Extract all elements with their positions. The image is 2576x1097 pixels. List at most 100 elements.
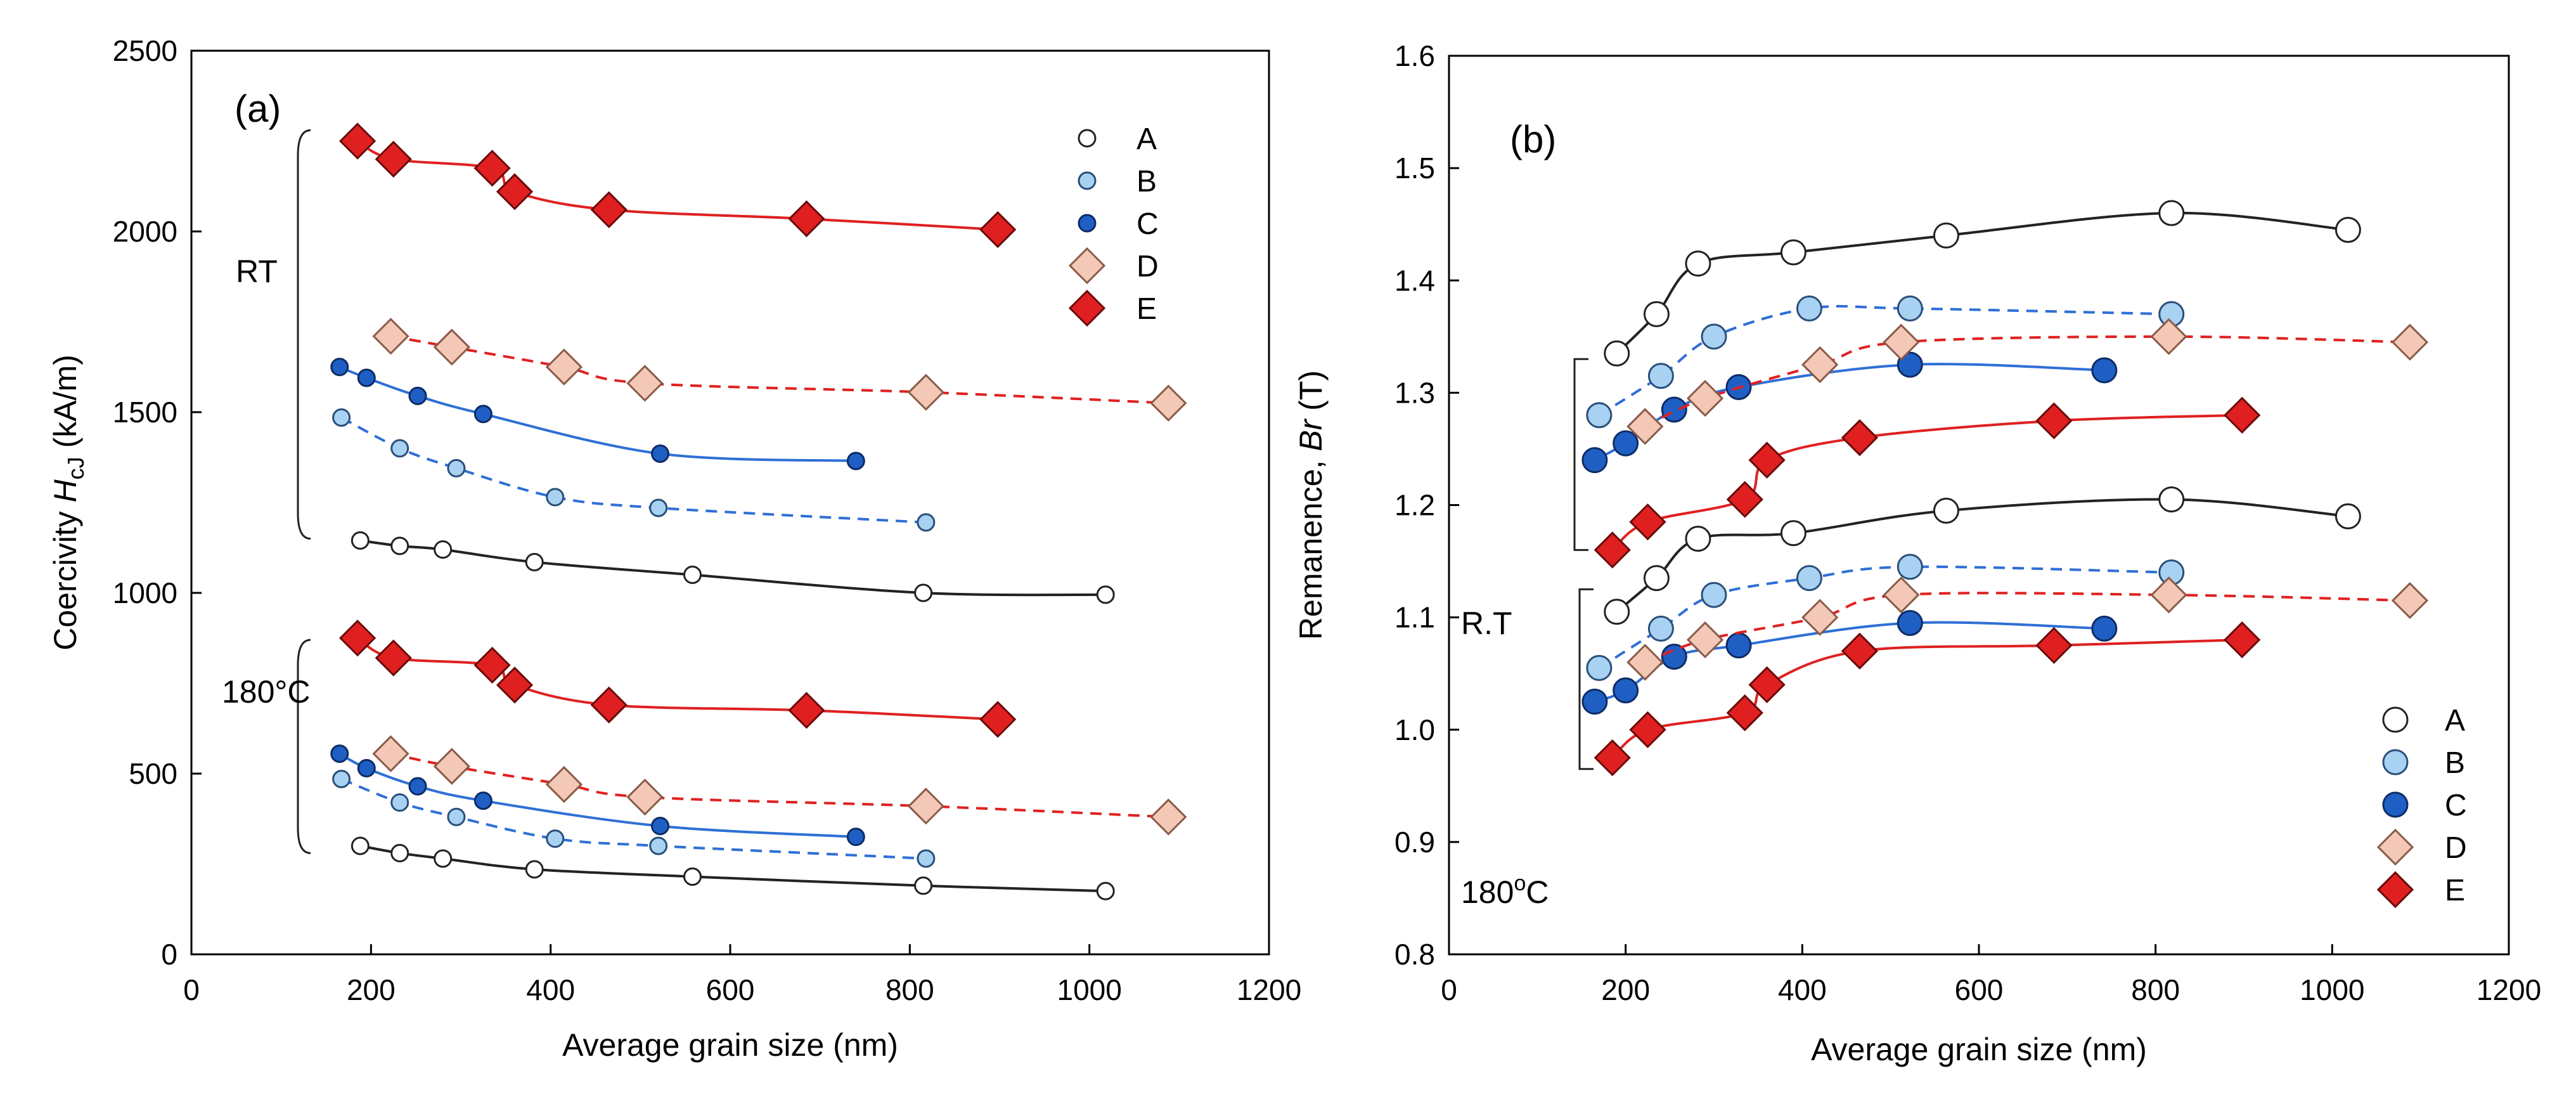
x-tick-label: 400 — [526, 973, 575, 1006]
data-point-b — [1701, 581, 1727, 608]
data-point-e — [2224, 621, 2261, 659]
bracket-line — [297, 639, 311, 854]
legend-label: A — [2445, 704, 2465, 737]
legend-item-a: A — [2382, 704, 2465, 737]
data-point-c — [357, 758, 376, 777]
series-a-r-t — [1604, 200, 2361, 367]
data-point-e — [979, 211, 1017, 249]
data-point-c — [408, 777, 427, 796]
y-tick-label: 0 — [161, 938, 177, 971]
data-point-d — [2150, 318, 2187, 355]
y-axis-title-symbol: H — [48, 479, 83, 502]
legend-item-c: C — [1078, 207, 1159, 241]
series-d-rt — [372, 318, 1187, 422]
group-label-suffix: C — [1526, 874, 1549, 910]
data-point-c — [2091, 615, 2118, 642]
data-point-e — [338, 122, 377, 160]
data-point-c — [1725, 632, 1752, 659]
data-point-a — [434, 540, 453, 559]
fit-curve-b — [340, 416, 926, 524]
data-point-c — [1581, 688, 1608, 715]
data-point-e — [1841, 419, 1879, 457]
data-point-a — [390, 536, 409, 555]
y-tick-label: 0.9 — [1394, 826, 1435, 859]
data-point-b — [1586, 654, 1613, 681]
x-tick-label: 800 — [886, 973, 934, 1006]
data-point-c — [846, 828, 865, 847]
data-point-a — [1933, 222, 1959, 249]
data-point-b — [546, 829, 565, 848]
data-point-b — [1647, 615, 1674, 642]
data-point-e — [590, 191, 628, 228]
y-tick-label: 1000 — [113, 576, 177, 609]
y-tick-label: 2500 — [113, 34, 177, 67]
data-point-c — [651, 445, 669, 464]
data-point-d — [372, 735, 409, 772]
legend-label: E — [1137, 292, 1157, 326]
data-point-c — [1661, 396, 1687, 423]
legend-label: B — [2445, 746, 2465, 780]
data-point-e — [1841, 632, 1879, 670]
fit-curve-e — [1611, 413, 2243, 551]
y-tick-label: 1.6 — [1394, 39, 1435, 72]
group-label-superscript: o — [1514, 871, 1526, 895]
legend-marker-d — [1068, 247, 1106, 285]
data-point-a — [2158, 200, 2185, 226]
data-point-a — [1096, 585, 1115, 604]
data-point-d — [2391, 581, 2429, 620]
data-point-b — [332, 770, 351, 789]
data-point-a — [351, 836, 370, 855]
data-point-e — [1726, 481, 1763, 518]
data-point-d — [1686, 621, 1724, 659]
series-a-rt — [351, 531, 1115, 604]
series-d-r-t — [1626, 318, 2429, 445]
data-point-a — [1096, 881, 1115, 900]
data-point-e — [788, 692, 825, 729]
data-point-a — [434, 849, 453, 868]
series-e-180-c — [338, 620, 1017, 738]
fit-curve-a — [1616, 498, 2348, 613]
series-e-rt — [338, 122, 1017, 249]
data-point-e — [473, 646, 511, 684]
data-point-e — [2224, 396, 2261, 434]
data-point-c — [1661, 644, 1687, 670]
data-point-c — [408, 386, 427, 405]
data-point-b — [1586, 402, 1613, 429]
data-point-c — [330, 744, 349, 763]
data-point-e — [375, 140, 412, 178]
group-label-text: R.T — [1461, 606, 1512, 641]
data-point-a — [2334, 217, 2361, 243]
data-point-a — [1780, 520, 1806, 547]
data-point-e — [1594, 531, 1631, 569]
data-point-c — [1897, 609, 1923, 636]
data-point-e — [1748, 666, 1786, 704]
group-label: R.T — [1461, 606, 1512, 641]
data-point-d — [907, 373, 944, 411]
chart-panel-b: 0 200 400 600 800 1000 1200 0.8 0.9 1.0 1.1 1.2 1.3 1… — [1293, 39, 2541, 1067]
group-bracket-r-t: R.T — [1461, 358, 1588, 641]
y-axis-title: Coercivity HcJ (kA/m) — [48, 354, 89, 651]
data-point-b — [447, 458, 466, 477]
group-label-text: RT — [236, 254, 278, 289]
data-point-e — [1629, 711, 1666, 748]
data-point-d — [433, 328, 470, 366]
data-point-a — [525, 860, 544, 879]
y-axis-title-suffix: (T) — [1293, 370, 1329, 420]
data-point-a — [351, 531, 370, 550]
legend-label: C — [2445, 789, 2467, 822]
y-tick-label: 2000 — [113, 215, 177, 248]
panel-label: (a) — [235, 88, 281, 130]
data-point-e — [1629, 503, 1666, 541]
data-point-c — [1897, 351, 1923, 378]
data-point-b — [649, 836, 668, 855]
data-point-b — [649, 498, 668, 517]
data-point-b — [1647, 363, 1674, 389]
chart-panel-a: 0 200 400 600 800 1000 1200 0 500 1000 1500 2000 250… — [48, 34, 1301, 1063]
legend-marker-c — [2382, 791, 2409, 818]
fit-curve-d — [1644, 335, 2410, 428]
y-tick-label: 1.2 — [1394, 489, 1435, 522]
group-label-text: 180 — [1461, 874, 1514, 910]
data-point-a — [683, 566, 702, 584]
